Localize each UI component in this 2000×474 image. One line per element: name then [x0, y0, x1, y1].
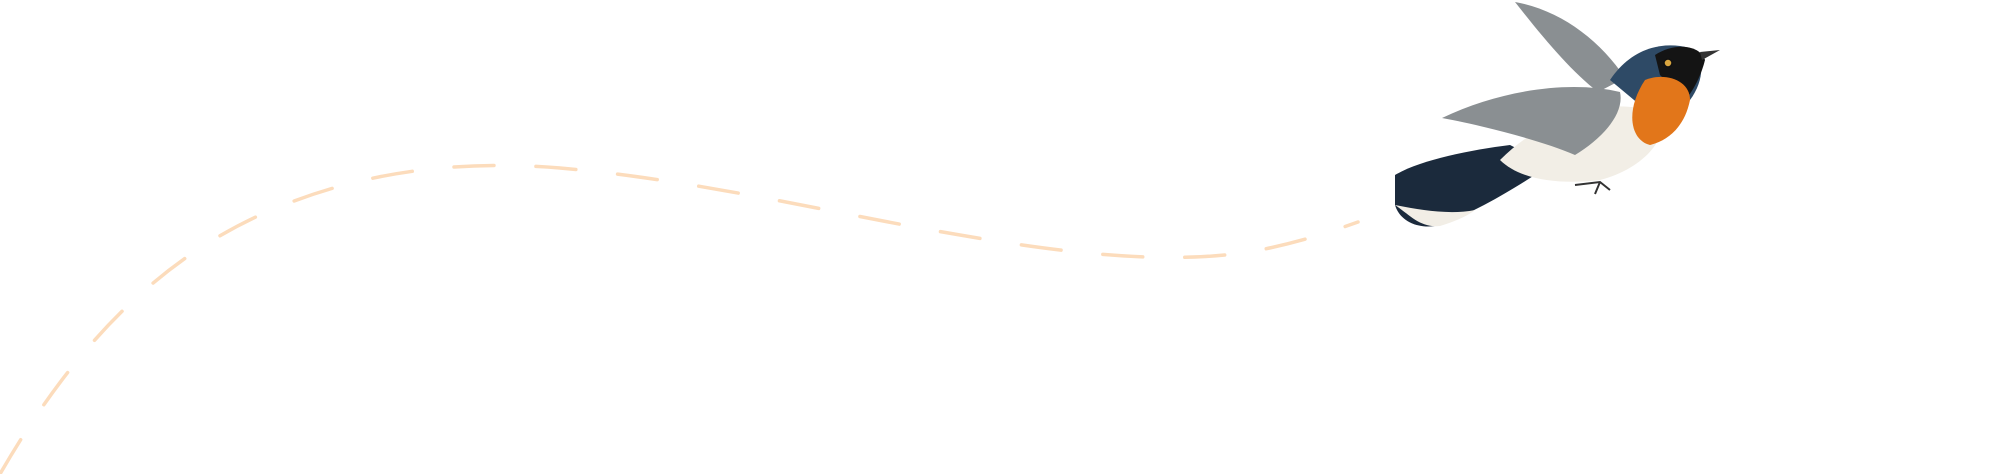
bird-eye [1663, 58, 1673, 68]
bird-breast [1632, 76, 1690, 145]
bird-lower-wing [1442, 87, 1621, 155]
bird-image [1395, 2, 1720, 227]
bird-beak [1700, 50, 1720, 60]
dashed-flight-path [0, 163, 1360, 474]
bird-tail-tip [1395, 205, 1475, 227]
bird-feet [1574, 180, 1611, 195]
bird-upper-wing [1515, 2, 1625, 92]
